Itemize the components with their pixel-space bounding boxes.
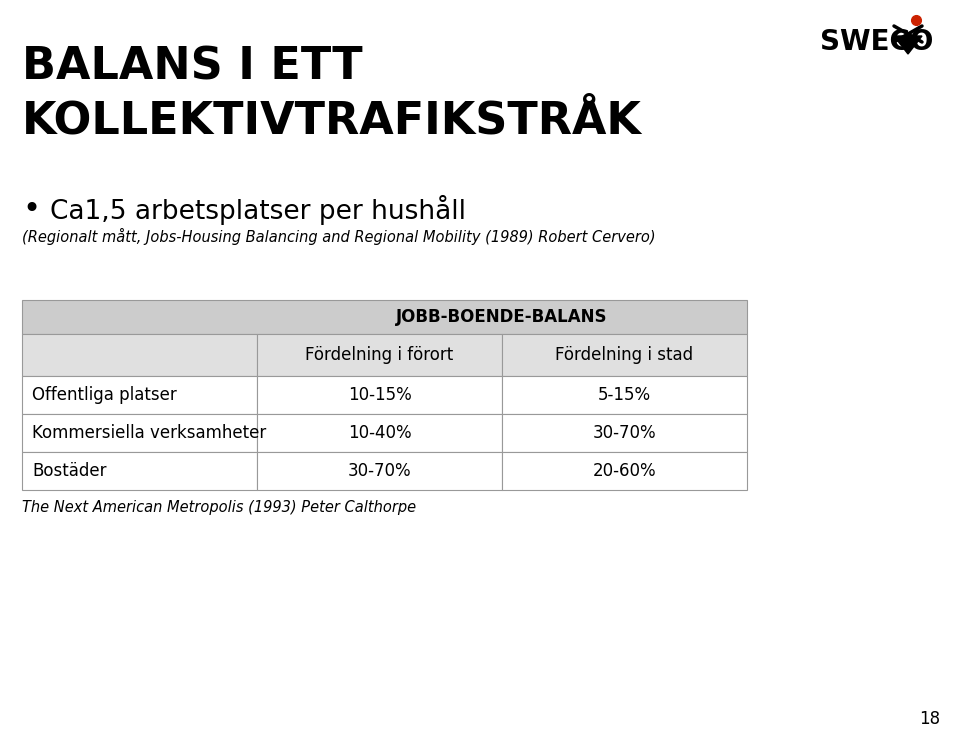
FancyBboxPatch shape: [257, 334, 502, 376]
Text: Offentliga platser: Offentliga platser: [32, 386, 177, 404]
Text: KOLLEKTIVTRAFIKSTRÅK: KOLLEKTIVTRAFIKSTRÅK: [22, 100, 642, 143]
Text: •: •: [22, 195, 40, 224]
Polygon shape: [894, 36, 922, 54]
FancyBboxPatch shape: [257, 414, 502, 452]
FancyBboxPatch shape: [257, 452, 502, 490]
Text: 10-40%: 10-40%: [348, 424, 411, 442]
Text: (Regionalt mått, Jobs-Housing Balancing and Regional Mobility (1989) Robert Cerv: (Regionalt mått, Jobs-Housing Balancing …: [22, 228, 656, 245]
Text: The Next American Metropolis (1993) Peter Calthorpe: The Next American Metropolis (1993) Pete…: [22, 500, 416, 515]
Text: Fördelning i förort: Fördelning i förort: [305, 346, 454, 364]
FancyBboxPatch shape: [22, 376, 257, 414]
Text: Fördelning i stad: Fördelning i stad: [556, 346, 693, 364]
FancyBboxPatch shape: [502, 334, 747, 376]
Text: 10-15%: 10-15%: [348, 386, 412, 404]
Text: Bostäder: Bostäder: [32, 462, 107, 480]
FancyBboxPatch shape: [502, 376, 747, 414]
Text: 18: 18: [919, 710, 940, 728]
FancyBboxPatch shape: [22, 300, 747, 334]
Text: 20-60%: 20-60%: [592, 462, 657, 480]
FancyBboxPatch shape: [22, 452, 257, 490]
FancyBboxPatch shape: [502, 414, 747, 452]
Text: BALANS I ETT: BALANS I ETT: [22, 45, 363, 88]
Text: JOBB-BOENDE-BALANS: JOBB-BOENDE-BALANS: [396, 308, 608, 326]
Text: Ca1,5 arbetsplatser per hushåll: Ca1,5 arbetsplatser per hushåll: [50, 195, 466, 225]
Text: Kommersiella verksamheter: Kommersiella verksamheter: [32, 424, 266, 442]
FancyBboxPatch shape: [502, 452, 747, 490]
FancyBboxPatch shape: [22, 414, 257, 452]
Text: 30-70%: 30-70%: [348, 462, 411, 480]
Text: 5-15%: 5-15%: [598, 386, 651, 404]
FancyBboxPatch shape: [257, 376, 502, 414]
Text: 30-70%: 30-70%: [592, 424, 657, 442]
FancyBboxPatch shape: [22, 334, 257, 376]
Text: SWECO: SWECO: [820, 28, 933, 56]
